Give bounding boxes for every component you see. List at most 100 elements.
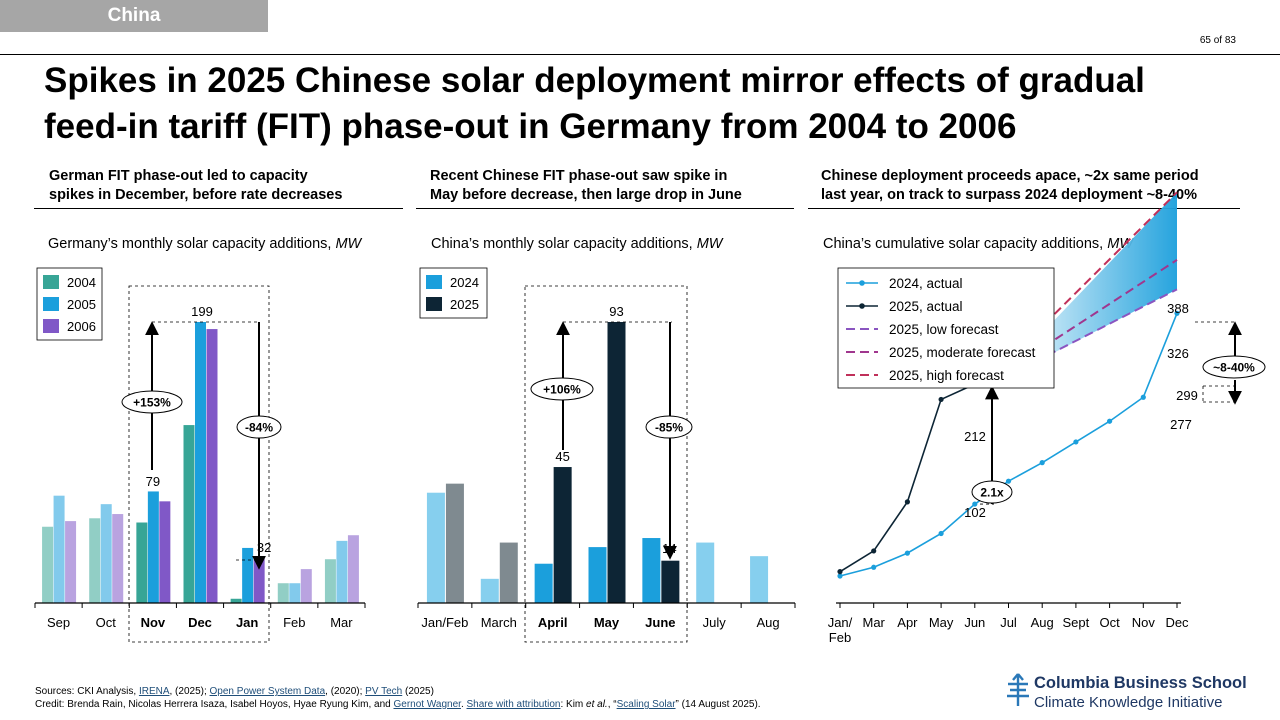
- cumulative-2024-point-1: [871, 564, 877, 570]
- cumulative-range-annotation: ~8-40%: [1213, 361, 1255, 375]
- cumulative-label-277: 277: [1170, 417, 1192, 432]
- credit-text-1: .: [460, 699, 467, 710]
- cumulative-2025-point-0: [837, 569, 843, 575]
- china-tick-aug: Aug: [757, 615, 780, 630]
- cumulative-range-annotation-oval: [1202, 355, 1266, 379]
- cumulative-tick-8-0: Oct: [1099, 615, 1120, 630]
- germany-increase-annotation-oval: [121, 390, 183, 414]
- china-legend-label-1: 2025: [450, 297, 479, 312]
- title-line-1: Spikes in 2025 Chinese solar deployment …: [44, 61, 1145, 100]
- cumulative-2024-point-6: [1039, 460, 1045, 466]
- link-irena[interactable]: IRENA: [138, 686, 170, 697]
- panel-1-heading-line-1: German FIT phase-out led to capacity: [49, 168, 308, 184]
- link-open-power-system-data[interactable]: Open Power System Data: [209, 686, 326, 697]
- panel-1-rule: [34, 208, 403, 209]
- credit-text-3: , “: [607, 699, 617, 710]
- china-bar-march-2024: [480, 578, 499, 603]
- credit-et-al: et al.: [586, 699, 608, 710]
- sources-footnote: Sources: CKI Analysis, IRENA, (2025); Op…: [35, 685, 761, 711]
- china-increase-annotation-oval: [530, 377, 594, 401]
- germany-legend-swatch-2: [43, 319, 59, 333]
- panel-2-rule: [416, 208, 794, 209]
- germany-bar-mar-2006: [347, 535, 359, 603]
- germany-bar-sep-2006: [65, 521, 77, 603]
- germany-tick-sep: Sep: [47, 615, 70, 630]
- page-title: Spikes in 2025 Chinese solar deployment …: [44, 58, 1244, 150]
- cumulative-label-212: 212: [964, 429, 986, 444]
- germany-decrease-annotation: -84%: [245, 421, 273, 435]
- china-decrease-annotation: -85%: [655, 421, 683, 435]
- germany-bar-jan-2004: [230, 598, 242, 603]
- germany-bar-mar-2005: [336, 540, 348, 603]
- panel-2-heading-line-2: May before decrease, then large drop in …: [430, 187, 742, 203]
- germany-tick-mar: Mar: [330, 615, 353, 630]
- cumulative-legend-label-1: 2025, actual: [889, 299, 963, 314]
- china-cumulative-line-chart: Jan/Feb Mar Apr May Jun Jul Aug Sept Oct Nov Dec 21…: [828, 191, 1266, 645]
- cumulative-2025-point-3: [938, 396, 944, 403]
- china-label-may: 93: [609, 304, 623, 319]
- china-monthly-bar-chart: Jan/FebMarchAprilMayJuneJulyAug459314+10…: [417, 267, 796, 643]
- cumulative-legend-label-2: 2025, low forecast: [889, 322, 999, 337]
- germany-decrease-annotation-oval: [236, 415, 282, 439]
- cumulative-2024-point-0: [837, 573, 843, 579]
- panel-2-heading-line-1: Recent Chinese FIT phase-out saw spike i…: [430, 168, 728, 184]
- cumulative-2024-point-10: [1174, 310, 1180, 316]
- cumulative-2024-point-4: [972, 501, 978, 507]
- germany-legend-swatch-0: [43, 275, 59, 289]
- panel-3-rule: [808, 208, 1240, 209]
- link-scaling-solar[interactable]: Scaling Solar: [616, 699, 676, 710]
- cumulative-tick-9-0: Nov: [1132, 615, 1156, 630]
- credit-prefix: Credit: Brenda Rain, Nicolas Herrera Isa…: [35, 699, 394, 710]
- germany-bar-mar-2004: [324, 559, 336, 603]
- cumulative-2024-point-7: [1073, 439, 1079, 445]
- germany-bar-chart: Sep Oct Nov Dec Jan Feb Mar 79 199 32 +153% -84% 200…: [34, 267, 366, 643]
- cumulative-tick-0-0: Jan/: [828, 615, 853, 630]
- cumulative-2024-point-8: [1107, 418, 1113, 424]
- panel-1-subtitle-text: Germany’s monthly solar capacity additio…: [48, 236, 336, 252]
- credit-text-4: ” (14 August 2025).: [675, 699, 761, 710]
- cumulative-legend-label-3: 2025, moderate forecast: [889, 345, 1036, 360]
- section-tab[interactable]: China: [0, 0, 268, 32]
- panel-2-heading: Recent Chinese FIT phase-out saw spike i…: [430, 167, 742, 205]
- germany-tick-jan: Jan: [236, 615, 258, 630]
- cumulative-tick-5-0: Jul: [1000, 615, 1017, 630]
- china-legend-swatch-0: [426, 275, 442, 289]
- sources-line: Sources: CKI Analysis, IRENA, (2025); Op…: [35, 685, 761, 698]
- panel-3-heading: Chinese deployment proceeds apace, ~2x s…: [821, 167, 1199, 205]
- germany-bar-oct-2004: [89, 518, 101, 603]
- germany-bar-jan-2005: [242, 547, 254, 603]
- china-increase-annotation: +106%: [543, 383, 581, 397]
- cumulative-2024-point-5: [1005, 478, 1012, 484]
- cumulative-tick-4-0: Jun: [964, 615, 985, 630]
- cumulative-label-102: 102: [964, 505, 986, 520]
- cumulative-label-388: 388: [1167, 301, 1189, 316]
- china-bar-may-2024: [588, 547, 607, 603]
- link-gernot-wagner[interactable]: Gernot Wagner: [393, 699, 461, 710]
- germany-legend-label-2: 2006: [67, 319, 96, 334]
- germany-tick-oct: Oct: [96, 615, 117, 630]
- china-decrease-annotation-oval: [645, 415, 693, 439]
- header-rule: [0, 54, 1280, 55]
- cumulative-legend-marker-0: [859, 280, 865, 286]
- germany-label-jan: 32: [257, 540, 271, 555]
- link-share-with-attribution[interactable]: Share with attribution: [466, 699, 561, 710]
- germany-bar-sep-2004: [42, 526, 54, 603]
- china-bar-jan-feb-2025: [445, 483, 464, 603]
- cumulative-2025-line: [839, 383, 976, 573]
- page-number: 65 of 83: [1199, 35, 1236, 46]
- logo-line-1: Columbia Business School: [1034, 674, 1247, 692]
- germany-bar-oct-2006: [112, 514, 124, 603]
- china-legend-swatch-1: [426, 297, 442, 311]
- cumulative-legend-marker-1: [859, 303, 865, 309]
- cumulative-tick-1-0: Mar: [863, 615, 886, 630]
- china-bar-jan-feb-2024: [426, 492, 445, 603]
- germany-bar-dec-2005: [195, 322, 206, 603]
- germany-bar-nov-2006: [159, 501, 171, 603]
- germany-tick-nov: Nov: [141, 615, 166, 630]
- panel-1-unit: MW: [335, 236, 362, 252]
- china-label-april: 45: [555, 449, 569, 464]
- link-pv-tech[interactable]: PV Tech: [365, 686, 403, 697]
- china-tick-july: July: [703, 615, 727, 630]
- panel-3-heading-line-2: last year, on track to surpass 2024 depl…: [821, 187, 1197, 203]
- panel-3-heading-line-1: Chinese deployment proceeds apace, ~2x s…: [821, 168, 1199, 184]
